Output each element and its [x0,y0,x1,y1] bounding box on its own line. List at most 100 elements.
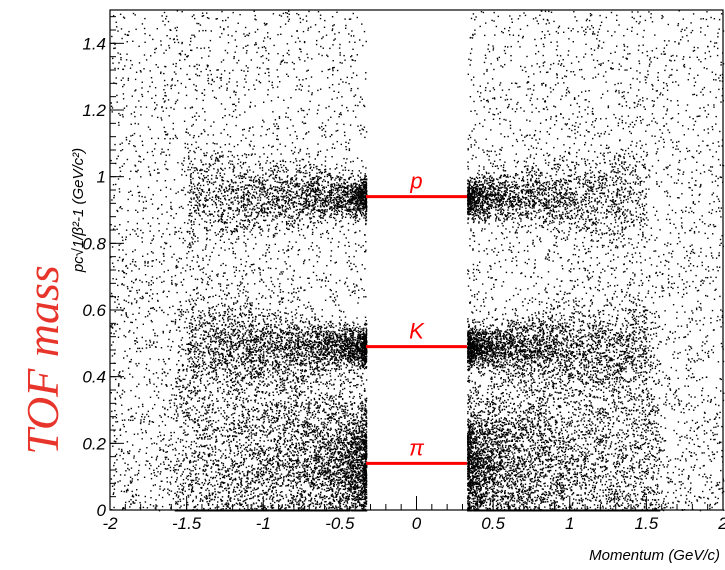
data-point [359,39,361,41]
data-point [719,80,721,82]
data-point [145,430,147,432]
data-point [345,402,347,404]
data-point [650,264,653,266]
data-point [585,179,587,181]
data-point [543,154,545,156]
data-point [655,456,657,459]
data-point [692,50,695,52]
data-point [535,139,537,141]
data-point [712,432,714,434]
data-point [528,172,530,174]
data-point [501,203,503,205]
data-point [193,452,195,455]
data-point [642,233,644,235]
data-point [226,83,228,85]
data-point [545,256,547,258]
data-point [592,295,595,297]
data-point [206,143,208,145]
data-point [545,71,548,74]
data-point [518,242,520,244]
data-point [692,265,695,267]
data-point [658,458,661,460]
data-point [627,287,629,290]
data-point [684,349,687,351]
data-point [316,209,318,212]
data-point [114,47,116,49]
data-point [240,464,242,467]
data-point [702,490,704,493]
data-point [570,104,572,106]
data-point [150,77,153,79]
data-point [247,185,250,187]
data-point [251,302,253,304]
data-point [476,177,479,179]
data-point [186,252,188,255]
data-point [669,388,671,390]
data-point [621,96,623,98]
data-point [255,19,257,21]
data-point [243,270,245,272]
data-point [124,33,126,36]
data-point [483,501,485,503]
data-point [177,92,180,94]
data-point [242,292,244,294]
data-point [721,95,723,97]
data-point [198,64,200,66]
data-point [717,484,720,486]
data-point [187,55,189,57]
data-point [649,429,652,432]
data-point [301,109,303,112]
data-point [535,17,537,19]
data-point [673,429,675,432]
data-point [134,417,136,420]
data-point [297,152,300,154]
data-point [269,303,271,305]
data-point [292,161,295,164]
data-point [605,117,607,120]
data-point [118,233,120,235]
data-point [583,463,586,466]
data-point [495,25,498,28]
data-point [215,436,217,438]
data-point [566,192,568,195]
data-point [352,290,354,292]
data-point [286,12,289,14]
data-point [284,23,287,25]
data-point [155,385,158,388]
data-point [346,506,348,508]
data-point [324,195,326,197]
data-point [226,287,228,289]
data-point [623,45,626,47]
data-point [607,152,609,154]
data-point [584,141,587,144]
data-point [538,369,540,371]
data-point [615,410,617,412]
data-point [500,165,502,167]
data-point [263,320,265,322]
data-point [664,401,667,404]
data-point [631,16,633,18]
data-point [296,137,298,140]
data-point [151,137,153,140]
data-point [204,478,206,481]
data-point [674,331,676,333]
data-point [642,392,645,394]
data-point [160,71,162,73]
data-point [625,433,628,435]
data-point [219,285,222,287]
data-point [215,18,217,20]
data-point [338,113,341,115]
data-point [621,213,624,215]
data-point [222,467,224,469]
data-point [138,155,140,157]
data-point [152,505,155,507]
data-point [644,195,646,197]
data-point [152,407,154,410]
data-point [535,174,537,176]
data-point [196,22,198,25]
data-point [234,94,237,96]
data-point [263,207,265,209]
data-point [232,247,234,249]
data-point [132,258,134,261]
data-point [526,119,528,121]
